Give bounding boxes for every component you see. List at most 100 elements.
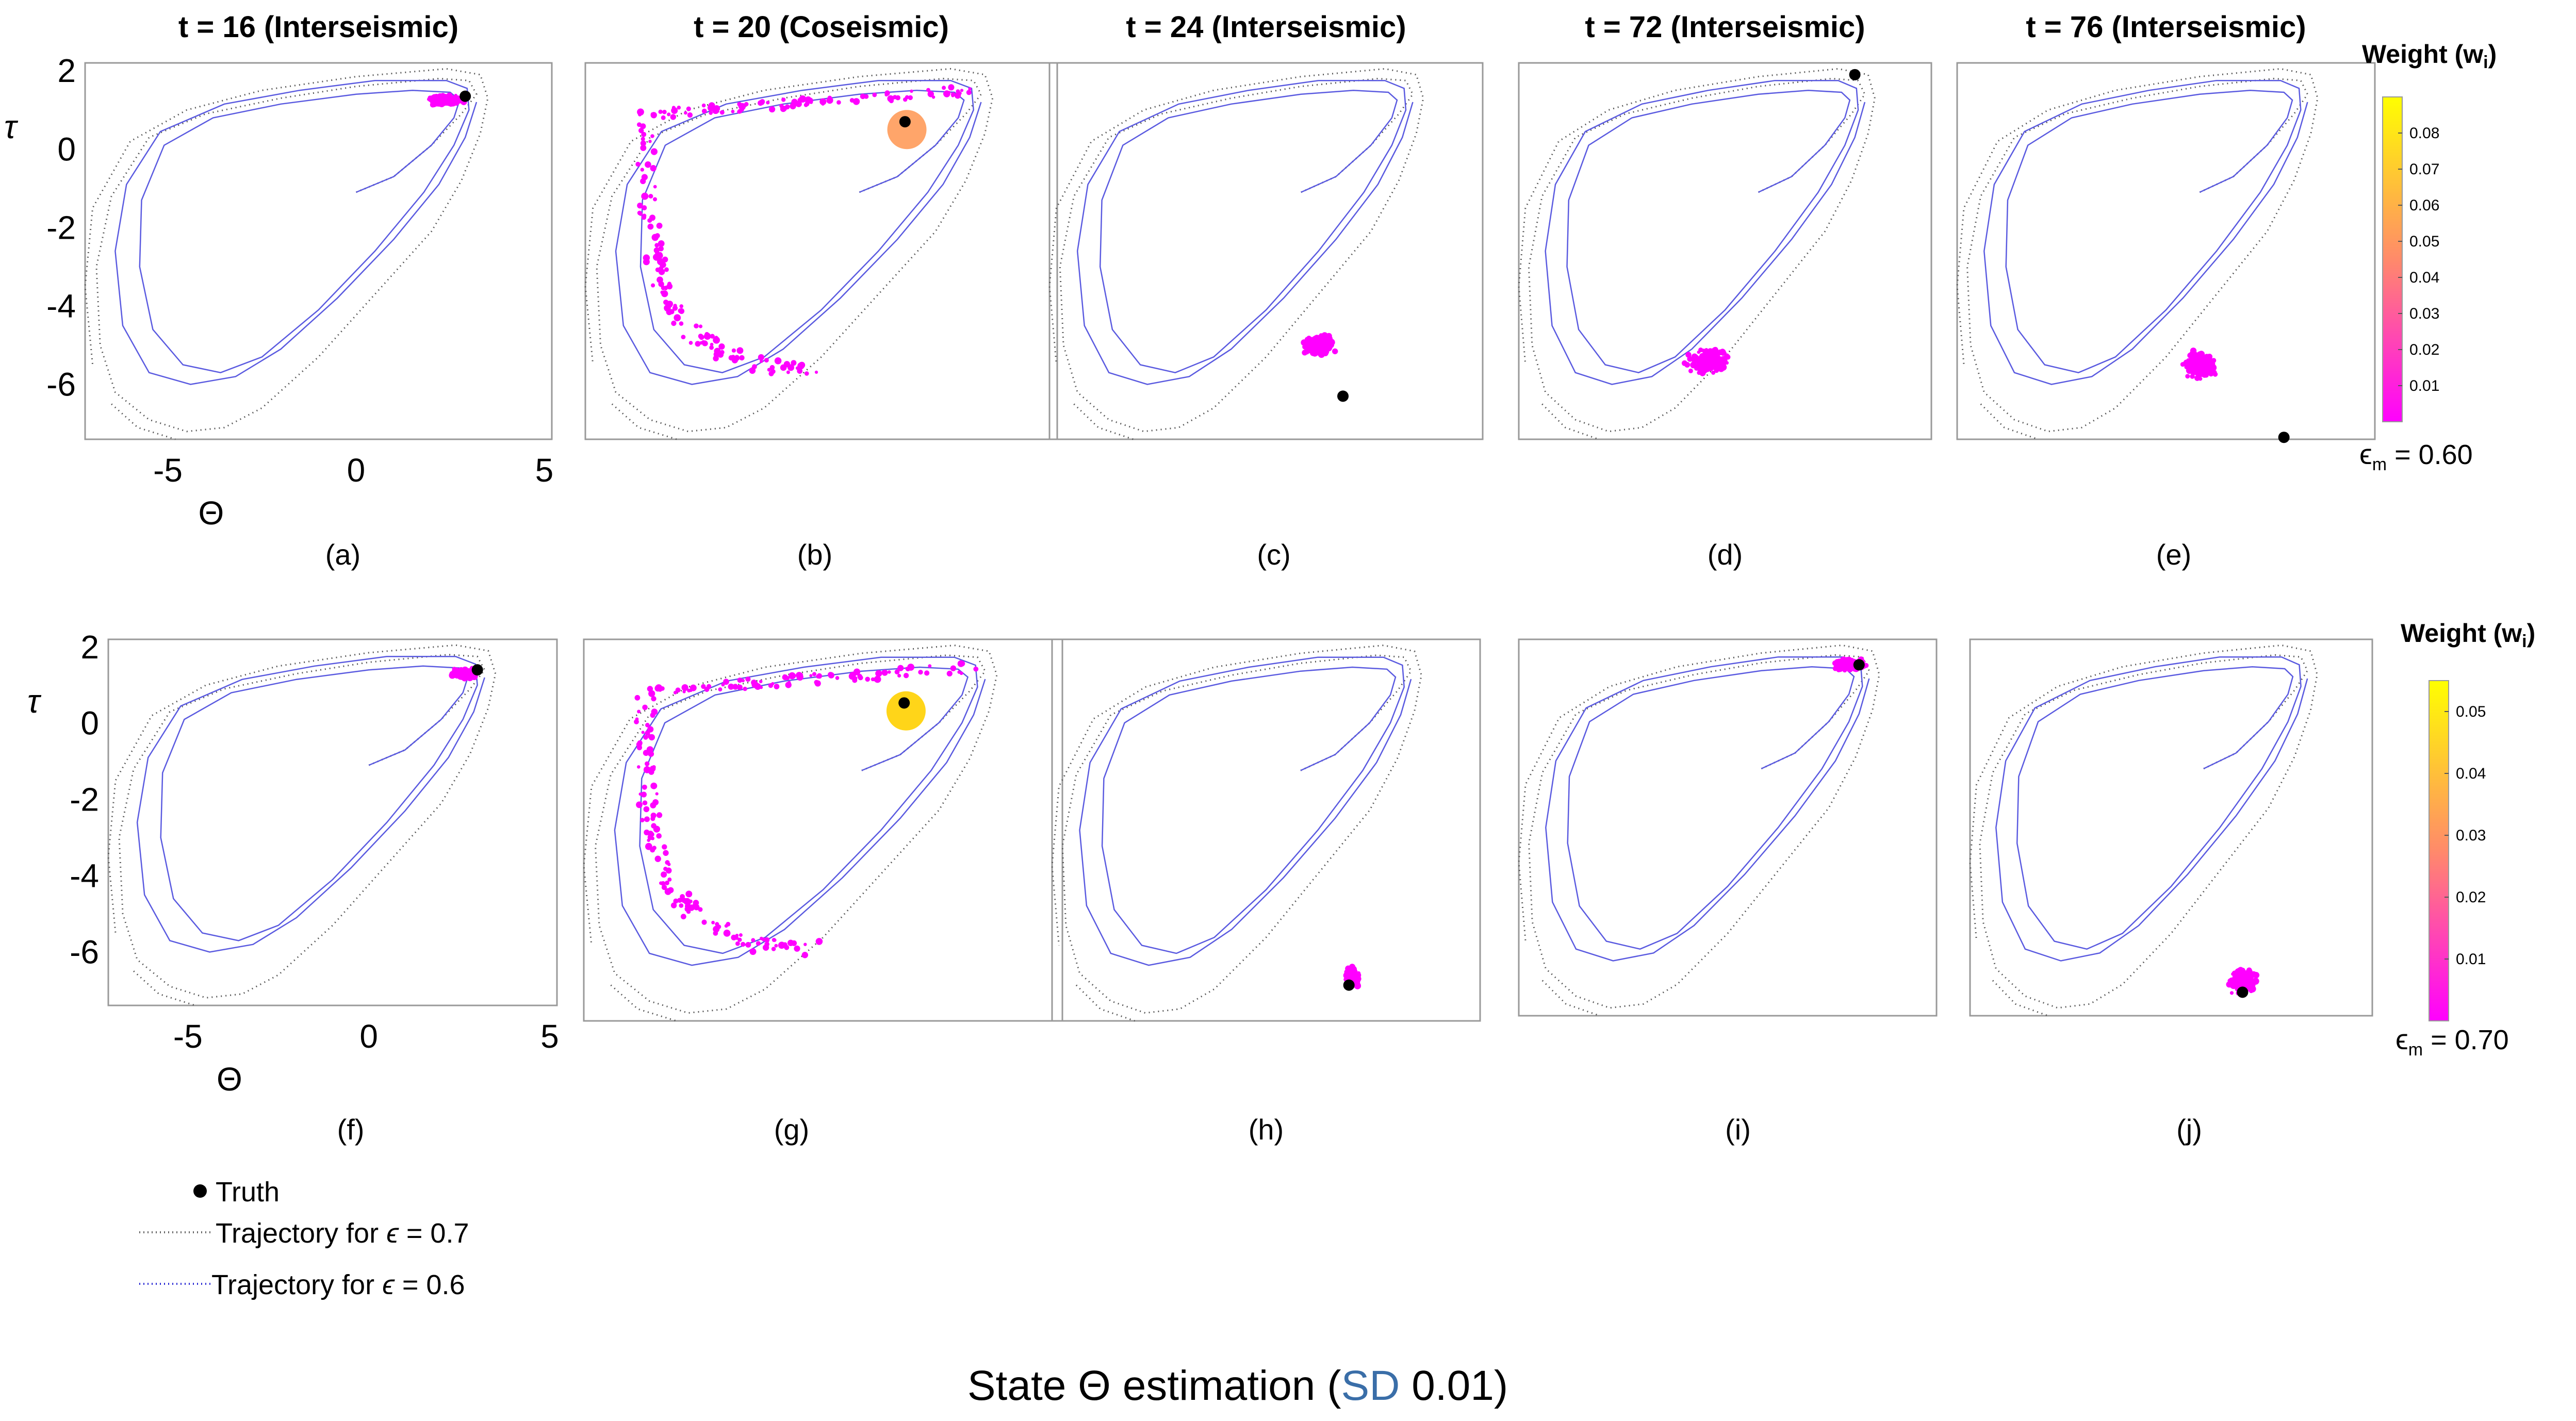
high-weight-particle [886,691,926,731]
particle [709,345,714,350]
colorbar-tick-label: 0.01 [2409,377,2439,394]
particle [739,355,745,361]
particle [803,943,807,946]
axes-box [107,638,558,1006]
particle [635,161,641,167]
particle [648,140,652,143]
particle [948,84,955,91]
particle-cloud [635,84,972,376]
particle [645,761,650,767]
colorbar-tick-label: 0.06 [2409,197,2439,214]
particle [1707,349,1712,354]
particle [928,664,932,668]
particle [1309,337,1313,340]
particle [790,672,796,679]
panel-label: (j) [2176,1113,2202,1146]
truth-marker [1853,659,1865,671]
particle [960,89,964,92]
particle [641,131,647,137]
x-axis-label: Θ [217,1061,242,1098]
trajectory-07-line [1051,645,1422,1014]
particle [1708,355,1713,360]
particle [766,101,770,105]
particle [874,675,881,683]
trajectory-07-line [1541,403,1599,440]
panel-label: (b) [797,538,832,571]
particle [2199,361,2203,365]
particle [654,685,661,692]
particle [759,680,763,684]
particle [927,91,934,97]
colorbar-tick-label: 0.08 [2409,125,2439,142]
trajectory-06-line [1995,656,2308,962]
trajectory-07-line [1073,403,1134,440]
particle [2237,968,2241,971]
particle [640,168,645,172]
particle [881,669,888,676]
particle [648,194,653,199]
truth-marker [1343,979,1355,991]
particle [770,369,776,374]
trajectory-06-line [615,79,982,385]
particle [648,690,655,697]
particle [650,813,657,819]
particle [2185,374,2190,379]
x-axis-label: Θ [198,494,224,532]
particle [959,671,963,675]
particle [661,884,667,890]
particle [769,106,776,113]
particle [709,111,713,115]
y-tick-label: 0 [57,130,76,168]
particle [1302,350,1308,356]
particle [739,933,743,937]
particle [743,686,747,691]
particle [754,683,761,690]
particle [728,683,734,690]
trajectory-07-line [111,403,176,440]
particle-cloud [634,660,979,959]
particle [650,134,654,138]
particle [906,667,910,671]
particle [790,103,796,110]
particle [897,665,904,671]
particle [812,672,817,676]
axes-box [583,638,1063,1022]
truth-marker [460,90,471,102]
particle [2209,364,2217,371]
particle [1325,333,1332,340]
particle [643,254,650,261]
particle [652,846,657,850]
particle [1313,341,1321,348]
particle [1699,353,1705,359]
particle [805,371,809,376]
particle [662,109,667,114]
x-tick-label: 5 [535,452,554,489]
particle [658,281,664,287]
particle [732,684,739,690]
particle [905,95,909,100]
x-tick-label: -5 [173,1018,203,1055]
y-tick-label: 2 [80,629,99,666]
particle [642,205,647,210]
particle [637,122,642,127]
trajectory-07-line [583,645,998,1014]
particle [752,364,757,369]
particle [640,123,646,129]
legend-traj-07-label: Trajectory for ϵ = 0.7 [216,1218,469,1249]
colorbar-tick-label: 0.02 [2409,341,2439,358]
particle [659,881,663,885]
panel-title: t = 72 (Interseismic) [1585,10,1865,44]
particle [640,144,647,151]
particle [801,96,807,101]
panel-b: t = 20 (Coseismic) (b) [584,10,1058,571]
particle [836,100,841,105]
particle [968,87,972,91]
particle [699,341,703,345]
particle [671,107,678,114]
y-tick-label: -4 [70,857,99,895]
particle [1715,363,1718,367]
particle [871,677,875,682]
particle [803,103,808,107]
particle [1690,361,1697,369]
particle [663,850,669,856]
